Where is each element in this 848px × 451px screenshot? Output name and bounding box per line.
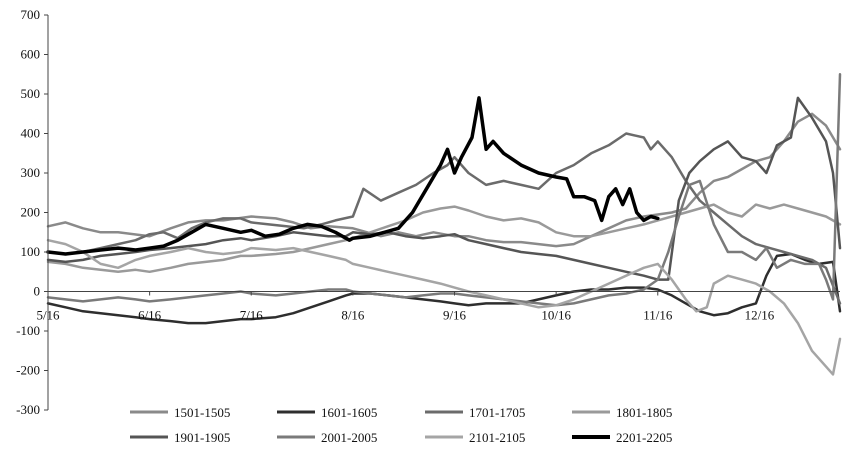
series-line-2101-2105 [46,238,842,376]
series-line-1701-1705 [46,132,842,305]
y-tick-label: 500 [21,86,41,101]
legend-item: 2001-2005 [277,430,377,445]
legend-item: 1801-1805 [572,405,672,420]
x-tick-label: 7/16 [240,308,264,323]
y-tick-label: -300 [16,402,40,417]
x-tick-label: 8/16 [341,308,365,323]
legend-label: 1901-1905 [174,430,230,445]
y-tick-label: 700 [21,7,41,22]
y-tick-label: 600 [21,47,41,62]
legend-item: 1601-1605 [277,405,377,420]
series-layer [46,73,842,376]
legend-label: 1601-1605 [321,405,377,420]
legend-item: 1901-1905 [130,430,230,445]
series-line-1601-1605 [46,252,842,325]
legend-label: 1501-1505 [174,405,230,420]
legend-item: 2101-2105 [425,430,525,445]
y-tick-label: -200 [16,363,40,378]
series-line-2001-2005 [46,73,842,307]
y-tick-label: 300 [21,165,41,180]
series-line-1801-1805 [46,203,842,274]
legend-item: 2201-2205 [572,430,672,445]
series-line-2201-2205 [46,96,660,256]
y-tick-label: 100 [21,244,41,259]
series-line-1901-1905 [46,96,842,281]
series-line-1501-1505 [46,112,842,248]
y-tick-label: 200 [21,205,41,220]
legend-label: 1701-1705 [469,405,525,420]
y-tick-label: 400 [21,126,41,141]
legend: 1501-1505 1601-1605 1701-1705 1801-1805 1901… [130,405,672,445]
y-tick-label: -100 [16,323,40,338]
x-tick-label: 6/16 [138,308,162,323]
legend-label: 2001-2005 [321,430,377,445]
legend-label: 2201-2205 [616,430,672,445]
legend-label: 1801-1805 [616,405,672,420]
legend-item: 1501-1505 [130,405,230,420]
legend-label: 2101-2105 [469,430,525,445]
x-tick-label: 12/16 [745,308,775,323]
legend-item: 1701-1705 [425,405,525,420]
x-tick-label: 11/16 [643,308,673,323]
x-tick-label: 10/16 [541,308,571,323]
axes-layer: -300 -200 -100 0 100 200 300 400 500 600 700 5/16 6/… [16,7,840,417]
y-tick-label: 0 [34,284,41,299]
x-tick-label: 9/16 [443,308,467,323]
x-tick-label: 5/16 [36,308,60,323]
